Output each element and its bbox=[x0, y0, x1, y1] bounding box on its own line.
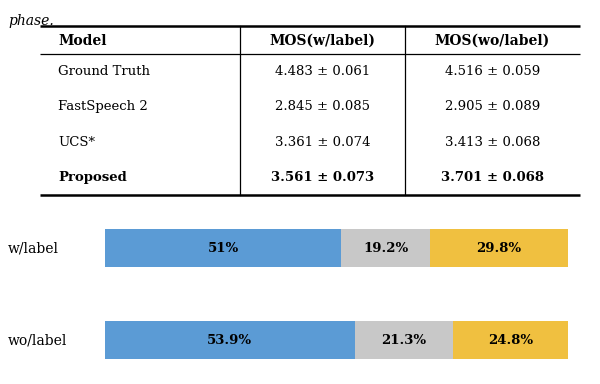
Text: 3.413 ± 0.068: 3.413 ± 0.068 bbox=[445, 136, 540, 149]
Bar bbox=[105, 229, 341, 267]
Text: 3.701 ± 0.068: 3.701 ± 0.068 bbox=[441, 171, 544, 184]
Text: 3.561 ± 0.073: 3.561 ± 0.073 bbox=[271, 171, 374, 184]
Bar bbox=[430, 229, 568, 267]
Text: 4.516 ± 0.059: 4.516 ± 0.059 bbox=[445, 65, 540, 78]
Text: Ground Truth: Ground Truth bbox=[58, 65, 150, 78]
Text: 24.8%: 24.8% bbox=[488, 333, 533, 346]
Text: 3.361 ± 0.074: 3.361 ± 0.074 bbox=[275, 136, 370, 149]
Text: 29.8%: 29.8% bbox=[476, 242, 521, 255]
Text: UCS*: UCS* bbox=[58, 136, 95, 149]
Bar bbox=[105, 321, 355, 359]
Text: 19.2%: 19.2% bbox=[363, 242, 408, 255]
Text: 2.845 ± 0.085: 2.845 ± 0.085 bbox=[275, 100, 370, 113]
Text: MOS(wo/label): MOS(wo/label) bbox=[435, 34, 550, 48]
Text: MOS(w/label): MOS(w/label) bbox=[269, 34, 376, 48]
Bar bbox=[355, 321, 453, 359]
Text: FastSpeech 2: FastSpeech 2 bbox=[58, 100, 148, 113]
Text: Model: Model bbox=[58, 34, 107, 48]
Text: 51%: 51% bbox=[208, 242, 239, 255]
Text: 2.905 ± 0.089: 2.905 ± 0.089 bbox=[445, 100, 540, 113]
Text: phase.: phase. bbox=[8, 14, 54, 28]
Text: w/label: w/label bbox=[8, 241, 59, 255]
Text: 53.9%: 53.9% bbox=[207, 333, 253, 346]
Bar bbox=[453, 321, 568, 359]
Text: 21.3%: 21.3% bbox=[382, 333, 427, 346]
Bar bbox=[341, 229, 430, 267]
Text: wo/label: wo/label bbox=[8, 333, 67, 347]
Text: 4.483 ± 0.061: 4.483 ± 0.061 bbox=[275, 65, 370, 78]
Text: Proposed: Proposed bbox=[58, 171, 127, 184]
